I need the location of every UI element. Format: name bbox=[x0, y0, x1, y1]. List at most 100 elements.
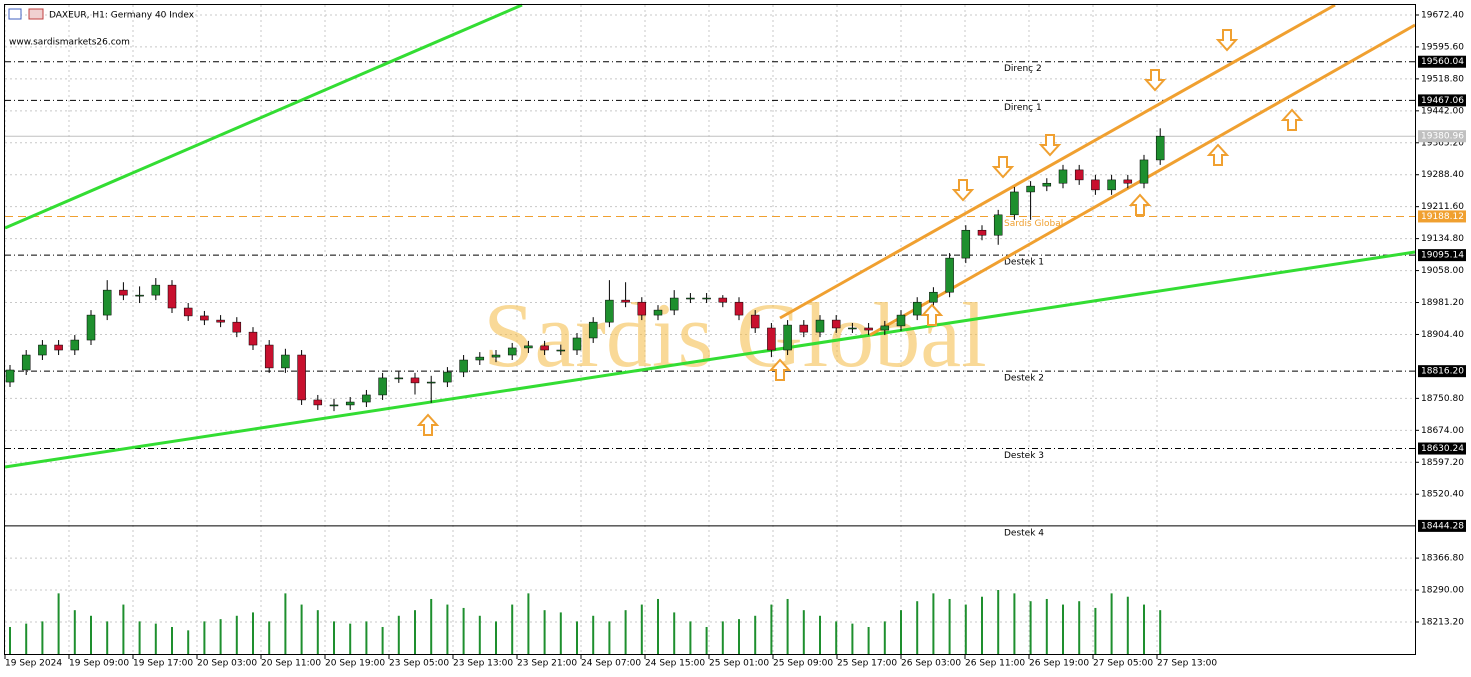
x-tick-label: 20 Sep 11:00 bbox=[261, 659, 321, 669]
x-tick-label: 19 Sep 17:00 bbox=[133, 659, 193, 669]
price-tag bbox=[1418, 210, 1466, 223]
candle-body bbox=[799, 324, 809, 333]
candle-body bbox=[232, 321, 242, 333]
y-tick-label: 18290.00 bbox=[1421, 586, 1464, 596]
x-tick-label: 25 Sep 17:00 bbox=[837, 659, 897, 669]
price-tag bbox=[1418, 130, 1466, 143]
arrow-up bbox=[1128, 193, 1152, 216]
candle-body bbox=[183, 307, 193, 317]
candle-body bbox=[5, 369, 15, 383]
candle-body bbox=[556, 349, 566, 352]
candle-body bbox=[864, 327, 873, 331]
candle-body bbox=[653, 309, 663, 316]
candle-body bbox=[945, 257, 954, 293]
y-tick-label: 19518.80 bbox=[1421, 74, 1464, 84]
plot-border bbox=[4, 4, 1416, 655]
candle-body bbox=[54, 344, 63, 351]
level-name: Destek 1 bbox=[1004, 258, 1044, 268]
candle-body bbox=[313, 399, 323, 406]
candle-body bbox=[1123, 179, 1133, 184]
candle-body bbox=[961, 229, 971, 259]
y-tick-label: 19442.00 bbox=[1421, 106, 1464, 116]
level-name: Destek 2 bbox=[1004, 374, 1044, 384]
level-name: Destek 4 bbox=[1004, 528, 1044, 538]
grid bbox=[4, 5, 1415, 655]
level-name: Direnç 2 bbox=[1004, 64, 1042, 74]
candle-body bbox=[378, 377, 387, 396]
candle-body bbox=[135, 294, 144, 297]
price-tag-label: 19467.06 bbox=[1421, 96, 1464, 106]
candle-body bbox=[216, 319, 225, 323]
price-tag bbox=[1418, 519, 1466, 532]
candle-body bbox=[1139, 159, 1149, 184]
candle-body bbox=[281, 354, 290, 369]
candle-body bbox=[248, 331, 258, 346]
candle-body bbox=[38, 344, 47, 356]
level-name: Destek 3 bbox=[1004, 451, 1044, 461]
candle-body bbox=[1026, 185, 1035, 193]
candle-body bbox=[70, 339, 80, 351]
y-tick-label: 19672.40 bbox=[1421, 10, 1464, 20]
y-tick-label: 19134.80 bbox=[1421, 234, 1464, 244]
candle-body bbox=[734, 301, 744, 316]
candle-body bbox=[21, 354, 31, 371]
candle-body bbox=[102, 289, 112, 316]
candle-body bbox=[686, 297, 695, 300]
candle-body bbox=[297, 354, 306, 401]
candle-body bbox=[783, 324, 792, 351]
price-tag bbox=[1418, 249, 1466, 262]
candle-body bbox=[394, 377, 404, 380]
price-tag bbox=[1418, 94, 1466, 107]
candle-body bbox=[977, 229, 987, 236]
candle-body bbox=[443, 371, 452, 383]
x-tick-label: 25 Sep 01:00 bbox=[709, 659, 769, 669]
candle-body bbox=[200, 315, 209, 321]
candle-body bbox=[459, 359, 468, 373]
candle-body bbox=[167, 284, 177, 309]
trend-line bbox=[4, 250, 1416, 469]
icon bbox=[28, 8, 44, 20]
channel-line bbox=[779, 3, 1336, 320]
candle-body bbox=[151, 284, 161, 296]
x-tick-label: 20 Sep 03:00 bbox=[197, 659, 257, 669]
arrow-down bbox=[991, 156, 1015, 179]
arrow-up bbox=[416, 413, 440, 436]
x-tick-label: 23 Sep 21:00 bbox=[517, 659, 577, 669]
price-tag bbox=[1418, 365, 1466, 378]
price-tag-label: 19188.12 bbox=[1421, 212, 1464, 222]
arrow-up bbox=[1206, 143, 1230, 166]
candle-body bbox=[702, 297, 711, 300]
candle-body bbox=[767, 327, 776, 351]
y-tick-label: 18904.40 bbox=[1421, 330, 1464, 340]
y-tick-label: 18597.20 bbox=[1421, 458, 1464, 468]
x-tick-label: 24 Sep 15:00 bbox=[645, 659, 705, 669]
candle-body bbox=[929, 291, 938, 303]
y-tick-label: 19058.00 bbox=[1421, 266, 1464, 276]
volumes bbox=[9, 590, 1162, 655]
x-tick-label: 20 Sep 19:00 bbox=[325, 659, 385, 669]
x-tick-label: 19 Sep 2024 bbox=[5, 659, 62, 669]
y-tick-label: 18750.80 bbox=[1421, 394, 1464, 404]
chart-title: DAXEUR, H1: Germany 40 Index bbox=[49, 11, 195, 21]
x-tick-label: 26 Sep 03:00 bbox=[901, 659, 961, 669]
candle-body bbox=[993, 214, 1003, 236]
candle-body bbox=[507, 347, 517, 356]
candle-body bbox=[718, 297, 728, 303]
candle-body bbox=[410, 377, 420, 384]
price-tag-label: 19095.14 bbox=[1421, 251, 1464, 261]
price-tag bbox=[1418, 442, 1466, 455]
candle-body bbox=[621, 299, 630, 303]
trend-line bbox=[4, 3, 523, 230]
arrow-up bbox=[768, 358, 792, 381]
x-tick-label: 19 Sep 09:00 bbox=[69, 659, 129, 669]
arrow-up bbox=[920, 303, 944, 326]
x-tick-label: 26 Sep 11:00 bbox=[965, 659, 1025, 669]
price-tag-label: 18630.24 bbox=[1421, 444, 1464, 454]
x-tick-label: 23 Sep 05:00 bbox=[389, 659, 449, 669]
candle-body bbox=[426, 381, 436, 384]
candles bbox=[5, 128, 1165, 412]
arrow-down bbox=[1143, 69, 1167, 92]
y-tick-label: 19288.40 bbox=[1421, 170, 1464, 180]
candle-body bbox=[848, 327, 857, 330]
